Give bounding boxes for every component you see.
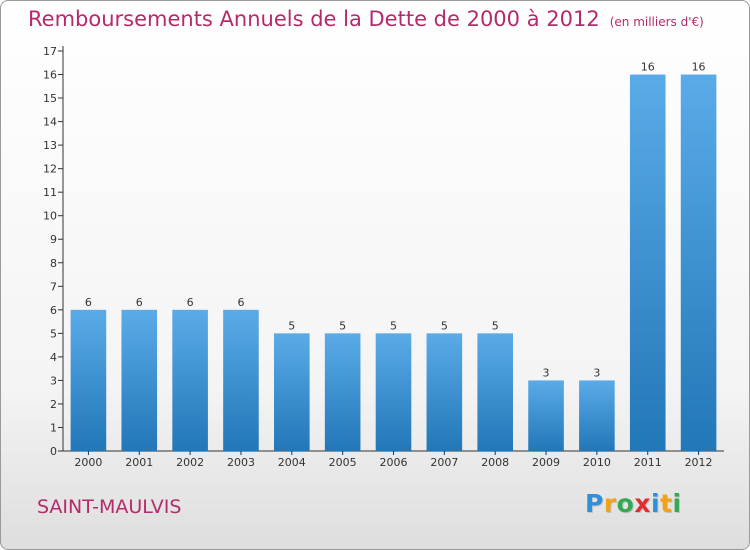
y-tick-label: 11 bbox=[43, 186, 57, 199]
x-tick-label: 2010 bbox=[583, 456, 611, 469]
x-tick-label: 2007 bbox=[430, 456, 458, 469]
data-label: 5 bbox=[441, 319, 448, 332]
logo-letter: i bbox=[651, 489, 661, 518]
x-tick-label: 2004 bbox=[278, 456, 306, 469]
x-tick-label: 2011 bbox=[634, 456, 662, 469]
y-tick-label: 6 bbox=[50, 304, 57, 317]
data-label: 16 bbox=[641, 61, 655, 74]
data-label: 5 bbox=[492, 319, 499, 332]
y-tick-label: 7 bbox=[50, 280, 57, 293]
y-tick-label: 3 bbox=[50, 374, 57, 387]
bar bbox=[223, 309, 259, 451]
data-label: 5 bbox=[339, 319, 346, 332]
data-label: 16 bbox=[692, 61, 706, 74]
logo-letter: P bbox=[585, 489, 604, 518]
data-label: 5 bbox=[390, 319, 397, 332]
chart-title: Remboursements Annuels de la Dette de 20… bbox=[28, 7, 600, 31]
y-tick-label: 8 bbox=[50, 257, 57, 270]
data-label: 6 bbox=[187, 296, 194, 309]
x-tick-label: 2000 bbox=[74, 456, 102, 469]
data-label: 6 bbox=[237, 296, 244, 309]
bar bbox=[274, 333, 310, 451]
y-tick-label: 4 bbox=[50, 351, 57, 364]
bar bbox=[375, 333, 412, 451]
y-tick-label: 15 bbox=[43, 92, 57, 105]
data-label: 5 bbox=[288, 319, 295, 332]
x-tick-label: 2001 bbox=[125, 456, 153, 469]
bar bbox=[528, 380, 564, 451]
data-label: 3 bbox=[543, 366, 550, 379]
x-tick-label: 2005 bbox=[329, 456, 357, 469]
y-tick-label: 14 bbox=[43, 116, 57, 129]
data-label: 6 bbox=[136, 296, 143, 309]
data-label: 3 bbox=[593, 366, 600, 379]
y-tick-label: 13 bbox=[43, 139, 57, 152]
bar bbox=[172, 309, 208, 451]
x-tick-label: 2006 bbox=[380, 456, 408, 469]
x-tick-label: 2003 bbox=[227, 456, 255, 469]
x-tick-label: 2012 bbox=[685, 456, 713, 469]
logo-letter: i bbox=[672, 489, 682, 518]
y-tick-label: 17 bbox=[43, 45, 57, 58]
chart-unit: (en milliers d'€) bbox=[609, 15, 704, 29]
bar bbox=[324, 333, 361, 451]
y-tick-label: 16 bbox=[43, 69, 57, 82]
logo-letter: t bbox=[660, 489, 673, 518]
bar bbox=[680, 74, 717, 451]
bar bbox=[629, 74, 666, 451]
y-tick-label: 9 bbox=[50, 233, 57, 246]
y-tick-label: 10 bbox=[43, 210, 57, 223]
commune-name: SAINT-MAULVIS bbox=[37, 496, 182, 518]
bar bbox=[70, 309, 107, 451]
bar bbox=[121, 309, 158, 451]
logo-letter: o bbox=[616, 489, 635, 518]
y-tick-label: 1 bbox=[50, 421, 57, 434]
x-tick-label: 2008 bbox=[481, 456, 509, 469]
x-tick-label: 2009 bbox=[532, 456, 560, 469]
x-tick-label: 2002 bbox=[176, 456, 204, 469]
logo-letter: r bbox=[603, 489, 617, 518]
proxiti-logo[interactable]: Proxiti bbox=[585, 489, 682, 518]
bar bbox=[426, 333, 463, 451]
y-tick-label: 2 bbox=[50, 398, 57, 411]
chart-title-block: Remboursements Annuels de la Dette de 20… bbox=[28, 7, 704, 31]
data-label: 6 bbox=[85, 296, 92, 309]
bar bbox=[579, 380, 615, 451]
y-tick-label: 12 bbox=[43, 163, 57, 176]
y-tick-label: 5 bbox=[50, 327, 57, 340]
logo-letter: x bbox=[634, 489, 651, 518]
y-tick-label: 0 bbox=[50, 445, 57, 458]
bar bbox=[477, 333, 513, 451]
